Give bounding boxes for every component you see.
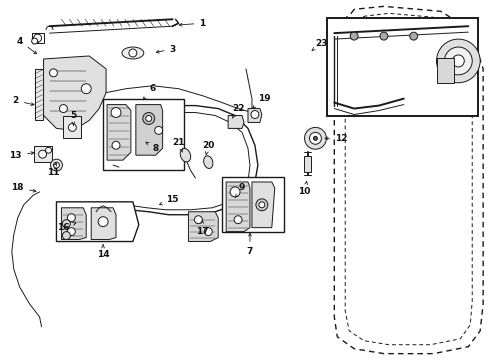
Bar: [436, 58, 453, 83]
Circle shape: [98, 217, 108, 227]
Circle shape: [67, 228, 75, 235]
Circle shape: [304, 127, 325, 149]
Circle shape: [49, 69, 57, 77]
Circle shape: [451, 55, 463, 67]
Text: 12: 12: [325, 134, 347, 143]
Text: 13: 13: [9, 151, 34, 160]
Text: 1: 1: [179, 19, 205, 28]
Circle shape: [45, 147, 51, 153]
Circle shape: [129, 49, 137, 57]
Circle shape: [349, 32, 357, 40]
Circle shape: [436, 39, 479, 83]
Ellipse shape: [122, 47, 143, 59]
Circle shape: [409, 32, 417, 40]
Circle shape: [142, 113, 154, 125]
Bar: [63, 117, 81, 138]
Polygon shape: [56, 202, 139, 242]
Ellipse shape: [203, 156, 212, 168]
Text: 6: 6: [143, 84, 156, 100]
Polygon shape: [34, 146, 51, 162]
Circle shape: [81, 84, 91, 94]
Text: 2: 2: [13, 96, 34, 105]
Text: 11: 11: [47, 163, 60, 176]
Circle shape: [194, 216, 202, 224]
Text: 8: 8: [145, 142, 159, 153]
Circle shape: [111, 108, 121, 117]
Polygon shape: [136, 105, 163, 155]
Circle shape: [379, 32, 387, 40]
Polygon shape: [188, 212, 218, 242]
Circle shape: [204, 228, 212, 235]
Circle shape: [250, 111, 258, 118]
Circle shape: [68, 123, 76, 131]
Circle shape: [62, 220, 70, 228]
Circle shape: [32, 38, 38, 44]
Circle shape: [444, 47, 471, 75]
Polygon shape: [228, 116, 244, 129]
Text: 18: 18: [12, 184, 36, 193]
Polygon shape: [61, 208, 86, 239]
Circle shape: [34, 34, 41, 42]
Bar: [303, 156, 311, 172]
Circle shape: [60, 105, 67, 113]
Circle shape: [62, 231, 70, 239]
Polygon shape: [251, 182, 274, 228]
Text: 22: 22: [231, 104, 244, 118]
Circle shape: [145, 116, 151, 121]
Text: 21: 21: [172, 138, 184, 152]
Bar: [222, 177, 283, 231]
Circle shape: [53, 162, 60, 168]
Circle shape: [230, 187, 240, 197]
Circle shape: [154, 126, 163, 134]
Text: 14: 14: [97, 244, 109, 259]
Bar: [326, 18, 477, 116]
Circle shape: [67, 214, 75, 222]
Circle shape: [313, 136, 317, 140]
Text: 20: 20: [202, 141, 214, 155]
Circle shape: [258, 202, 264, 208]
Circle shape: [39, 150, 46, 158]
Text: 15: 15: [159, 195, 179, 205]
Bar: [103, 99, 184, 170]
Circle shape: [112, 141, 120, 149]
Circle shape: [255, 199, 267, 211]
Polygon shape: [91, 208, 116, 239]
Polygon shape: [43, 56, 106, 130]
Text: 3: 3: [156, 45, 175, 54]
Text: 7: 7: [246, 233, 253, 256]
Polygon shape: [247, 109, 262, 122]
Text: 23: 23: [311, 39, 327, 50]
Text: 19: 19: [252, 94, 271, 108]
Polygon shape: [225, 182, 249, 231]
Ellipse shape: [180, 148, 190, 162]
Text: 17: 17: [196, 221, 208, 236]
Circle shape: [309, 132, 321, 144]
Text: 9: 9: [235, 184, 244, 198]
Polygon shape: [107, 105, 131, 160]
Circle shape: [234, 216, 242, 224]
Text: 16: 16: [57, 222, 76, 232]
Text: 5: 5: [70, 111, 76, 126]
Bar: [35, 69, 42, 121]
Circle shape: [50, 159, 62, 171]
Text: 4: 4: [17, 37, 37, 54]
Text: 10: 10: [298, 181, 310, 197]
